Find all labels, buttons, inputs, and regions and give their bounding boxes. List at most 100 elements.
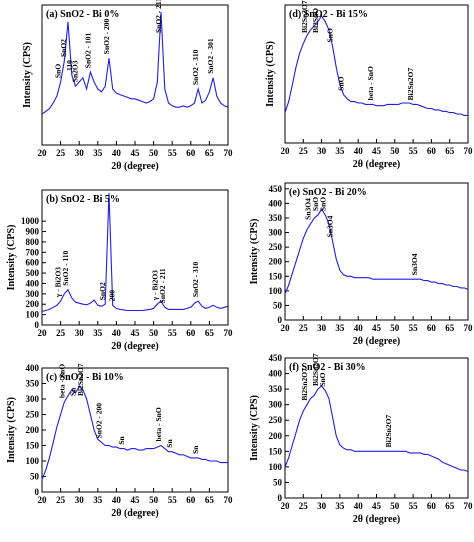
y-tick-label: 200 — [26, 299, 40, 309]
peak-label: SnO2 - 200 — [95, 403, 104, 439]
x-tick-label: 55 — [168, 148, 178, 158]
x-tick-label: 55 — [409, 323, 419, 333]
peak-label: Sn3O4 — [304, 198, 313, 220]
y-tick-label: 500 — [26, 268, 40, 278]
xrd-line — [41, 193, 229, 313]
x-tick-label: 70 — [224, 495, 234, 505]
x-tick-label: 20 — [281, 323, 291, 333]
x-tick-label: 20 — [38, 328, 48, 338]
x-tick-label: 35 — [93, 495, 103, 505]
peak-label: SnO — [311, 197, 320, 211]
panel-title: (f) SnO2 - Bi 30% — [289, 362, 366, 373]
peak-label: Bi2Sn2O7 — [300, 0, 309, 33]
y-tick-label: 200 — [269, 431, 283, 441]
x-tick-label: 70 — [464, 323, 474, 333]
y-tick-label: 0 — [278, 315, 283, 325]
x-tick-label: 55 — [409, 146, 419, 156]
peak-label: SnO2 - 301 — [206, 38, 215, 74]
peak-label: SnO — [318, 372, 327, 386]
x-tick-label: 45 — [372, 323, 382, 333]
y-tick-label: 350 — [269, 213, 283, 223]
x-tick-label: 35 — [93, 328, 103, 338]
x-tick-label: 50 — [390, 501, 400, 511]
peak-label: 110 — [65, 60, 74, 71]
y-tick-label: 200 — [26, 425, 40, 435]
x-tick-label: 60 — [427, 501, 437, 511]
peak-label: Sn — [117, 435, 126, 444]
peak-label: SnO — [337, 76, 346, 90]
x-tick-label: 40 — [354, 323, 364, 333]
x-axis-label: 2θ (degree) — [111, 508, 159, 519]
x-tick-label: 35 — [335, 501, 345, 511]
peak-label: SnO2 - 211 — [154, 0, 163, 33]
peak-label: SnO2 — [59, 39, 68, 57]
y-tick-label: 700 — [26, 247, 40, 257]
x-tick-label: 65 — [205, 148, 215, 158]
x-tick-label: 50 — [390, 323, 400, 333]
x-axis-label: 2θ (degree) — [111, 341, 159, 352]
x-tick-label: 40 — [112, 495, 122, 505]
peak-label: beta - SnO — [154, 407, 163, 441]
x-tick-label: 70 — [464, 501, 474, 511]
x-tick-label: 55 — [409, 501, 419, 511]
y-tick-label: 400 — [269, 369, 283, 379]
peak-label: beta - SnO — [366, 66, 375, 100]
x-axis-label: 2θ (degree) — [353, 159, 401, 170]
panel-title: (b) SnO2 - Bi 5% — [46, 194, 120, 205]
y-tick-label: 450 — [269, 184, 283, 194]
x-tick-label: 30 — [317, 501, 327, 511]
x-tick-label: 40 — [112, 148, 122, 158]
x-tick-label: 40 — [354, 501, 364, 511]
x-tick-label: 70 — [224, 148, 234, 158]
x-tick-label: 60 — [427, 323, 437, 333]
x-tick-label: 30 — [75, 148, 85, 158]
panel-title: (c) SnO2 - Bi 10% — [46, 372, 124, 383]
y-tick-label: 350 — [269, 384, 283, 394]
y-tick-label: 250 — [26, 410, 40, 420]
y-tick-label: 300 — [26, 394, 40, 404]
y-axis-label: Intensity (CPS) — [249, 219, 260, 285]
x-tick-label: 65 — [445, 501, 455, 511]
peak-label: SnO2 - 310 — [191, 261, 200, 297]
y-tick-label: 200 — [269, 257, 283, 267]
y-tick-label: 0 — [278, 493, 283, 503]
x-tick-label: 25 — [299, 146, 309, 156]
x-tick-label: 20 — [38, 495, 48, 505]
xrd-line — [284, 15, 468, 116]
xrd-line — [284, 385, 469, 473]
peak-label: Bi2Sn2O7 — [300, 368, 309, 401]
peak-label: SnO2 - 101 — [83, 33, 92, 69]
y-tick-label: 100 — [26, 310, 40, 320]
y-tick-label: 250 — [269, 415, 283, 425]
x-tick-label: 50 — [149, 495, 159, 505]
peak-label: SnO2 - 200 — [102, 19, 111, 55]
x-tick-label: 25 — [56, 328, 66, 338]
x-tick-label: 70 — [224, 328, 234, 338]
peak-label: Bi2Sn2O7 — [384, 415, 393, 448]
x-tick-label: 20 — [281, 501, 291, 511]
x-tick-label: 65 — [445, 323, 455, 333]
y-tick-label: 400 — [26, 278, 40, 288]
x-tick-label: 45 — [372, 501, 382, 511]
x-tick-label: 20 — [281, 146, 291, 156]
x-tick-label: 60 — [427, 146, 437, 156]
x-tick-label: 45 — [372, 146, 382, 156]
x-tick-label: 40 — [112, 328, 122, 338]
peak-label: SnO — [54, 64, 63, 78]
x-tick-label: 60 — [186, 148, 196, 158]
peak-label: Sn — [68, 387, 77, 396]
y-tick-label: 250 — [269, 242, 283, 252]
peak-label: SnO — [318, 197, 327, 211]
peak-label: Bi2Sn2O7 — [311, 353, 320, 386]
y-tick-label: 900 — [26, 227, 40, 237]
y-tick-label: 350 — [26, 379, 40, 389]
y-axis-label: Intensity (CPS) — [6, 397, 17, 463]
xrd-line — [41, 11, 229, 115]
peak-label: Bi2SnO — [311, 8, 320, 33]
y-tick-label: 150 — [269, 446, 283, 456]
x-tick-label: 50 — [149, 148, 159, 158]
y-tick-label: 0 — [35, 320, 40, 330]
x-tick-label: 30 — [317, 146, 327, 156]
y-tick-label: 300 — [26, 289, 40, 299]
